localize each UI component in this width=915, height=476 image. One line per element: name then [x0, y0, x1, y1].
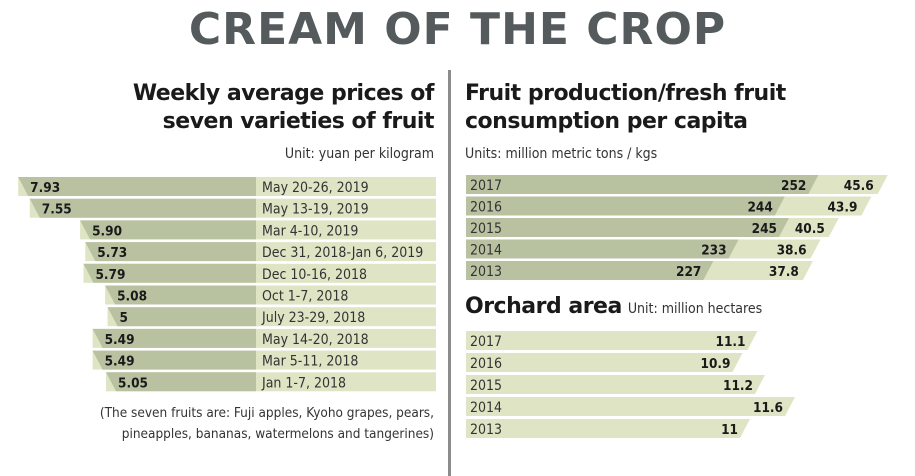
production-chart-heading-line2: consumption per capita: [465, 109, 748, 134]
consumption-value-label: 37.8: [769, 264, 799, 280]
week-label: Oct 1-7, 2018: [262, 289, 348, 305]
price-chart-heading: Weekly average prices of seven varieties…: [132, 80, 435, 136]
price-value-label: 5.49: [105, 332, 135, 348]
orchard-bar: [466, 353, 743, 372]
consumption-value-label: 38.6: [777, 243, 807, 259]
production-value-label: 245: [752, 221, 777, 237]
consumption-value-label: 45.6: [844, 178, 874, 194]
price-value-label: 5.73: [97, 245, 127, 261]
price-bar: [18, 177, 257, 196]
production-chart-heading-line1: Fruit production/fresh fruit: [465, 81, 786, 106]
consumption-value-label: 43.9: [827, 200, 857, 216]
production-value-label: 233: [701, 243, 726, 259]
week-label: May 20-26, 2019: [262, 180, 369, 196]
price-bar: [105, 285, 256, 305]
week-label: Mar 5-11, 2018: [262, 354, 358, 370]
orchard-bar: [466, 331, 758, 350]
price-bar: [107, 307, 256, 327]
orchard-value-label: 10.9: [701, 356, 731, 372]
year-label: 2015: [470, 378, 502, 394]
production-value-label: 227: [676, 264, 701, 280]
year-label: 2014: [470, 243, 502, 259]
price-chart-note-line1: (The seven fruits are: Fuji apples, Kyoh…: [99, 405, 434, 421]
price-value-label: 5.90: [92, 223, 122, 239]
orchard-chart-title: Orchard area: [465, 294, 622, 319]
orchard-bar: [466, 397, 795, 416]
production-value-label: 252: [781, 178, 806, 194]
price-value-label: 5: [120, 310, 128, 326]
year-label: 2013: [470, 264, 502, 280]
week-label: May 13-19, 2019: [262, 202, 369, 218]
price-chart-note: (The seven fruits are: Fuji apples, Kyoh…: [100, 403, 434, 445]
orchard-bar: [466, 419, 750, 438]
week-label: Dec 10-16, 2018: [262, 267, 367, 283]
orchard-value-label: 11.2: [723, 378, 753, 394]
week-label: Dec 31, 2018-Jan 6, 2019: [262, 245, 423, 261]
year-label: 2016: [470, 356, 502, 372]
price-value-label: 5.79: [95, 267, 125, 283]
consumption-value-label: 40.5: [795, 221, 825, 237]
page-title: CREAM OF THE CROP: [188, 4, 727, 55]
price-bar: [29, 198, 257, 218]
price-value-label: 5.49: [105, 354, 135, 370]
production-bar: [466, 196, 785, 216]
orchard-bar: [466, 375, 765, 394]
production-value-label: 244: [747, 200, 772, 216]
production-bar: [466, 175, 819, 194]
orchard-value-label: 11.1: [716, 334, 746, 350]
price-chart-note-line2: pineapples, bananas, watermelons and tan…: [121, 426, 434, 442]
price-bar: [106, 372, 257, 392]
week-label: May 14-20, 2018: [262, 332, 369, 348]
price-bar: [83, 263, 256, 283]
price-chart-unit: Unit: yuan per kilogram: [284, 146, 434, 162]
orchard-value-label: 11: [721, 422, 738, 438]
price-value-label: 5.05: [118, 375, 148, 391]
week-label: July 23-29, 2018: [261, 310, 365, 326]
week-label: Mar 4-10, 2019: [262, 223, 358, 239]
year-label: 2015: [470, 221, 502, 237]
production-bar: [466, 218, 789, 237]
price-chart-heading-line1: Weekly average prices of: [132, 81, 435, 106]
week-label: Jan 1-7, 2018: [261, 375, 346, 391]
price-value-label: 7.93: [30, 180, 60, 196]
price-value-label: 7.55: [42, 202, 72, 218]
production-chart-heading: Fruit production/fresh fruit consumption…: [465, 80, 786, 136]
year-label: 2017: [470, 178, 502, 194]
column-divider: [448, 70, 451, 476]
year-label: 2016: [470, 200, 502, 216]
year-label: 2017: [470, 334, 502, 350]
year-label: 2014: [470, 400, 502, 416]
price-bar: [85, 242, 256, 262]
price-chart-heading-line2: seven varieties of fruit: [162, 109, 435, 134]
year-label: 2013: [470, 422, 502, 438]
price-bar: [92, 328, 256, 348]
production-bar: [466, 261, 714, 280]
orchard-value-label: 11.6: [753, 400, 783, 416]
orchard-chart-heading: Orchard area Unit: million hectares: [465, 294, 762, 319]
production-bar: [466, 239, 739, 259]
price-bar: [80, 220, 256, 240]
price-bar: [92, 350, 256, 370]
price-value-label: 5.08: [117, 289, 147, 305]
orchard-chart-unit: Unit: million hectares: [627, 301, 763, 317]
production-chart-unit: Units: million metric tons / kgs: [465, 146, 658, 162]
